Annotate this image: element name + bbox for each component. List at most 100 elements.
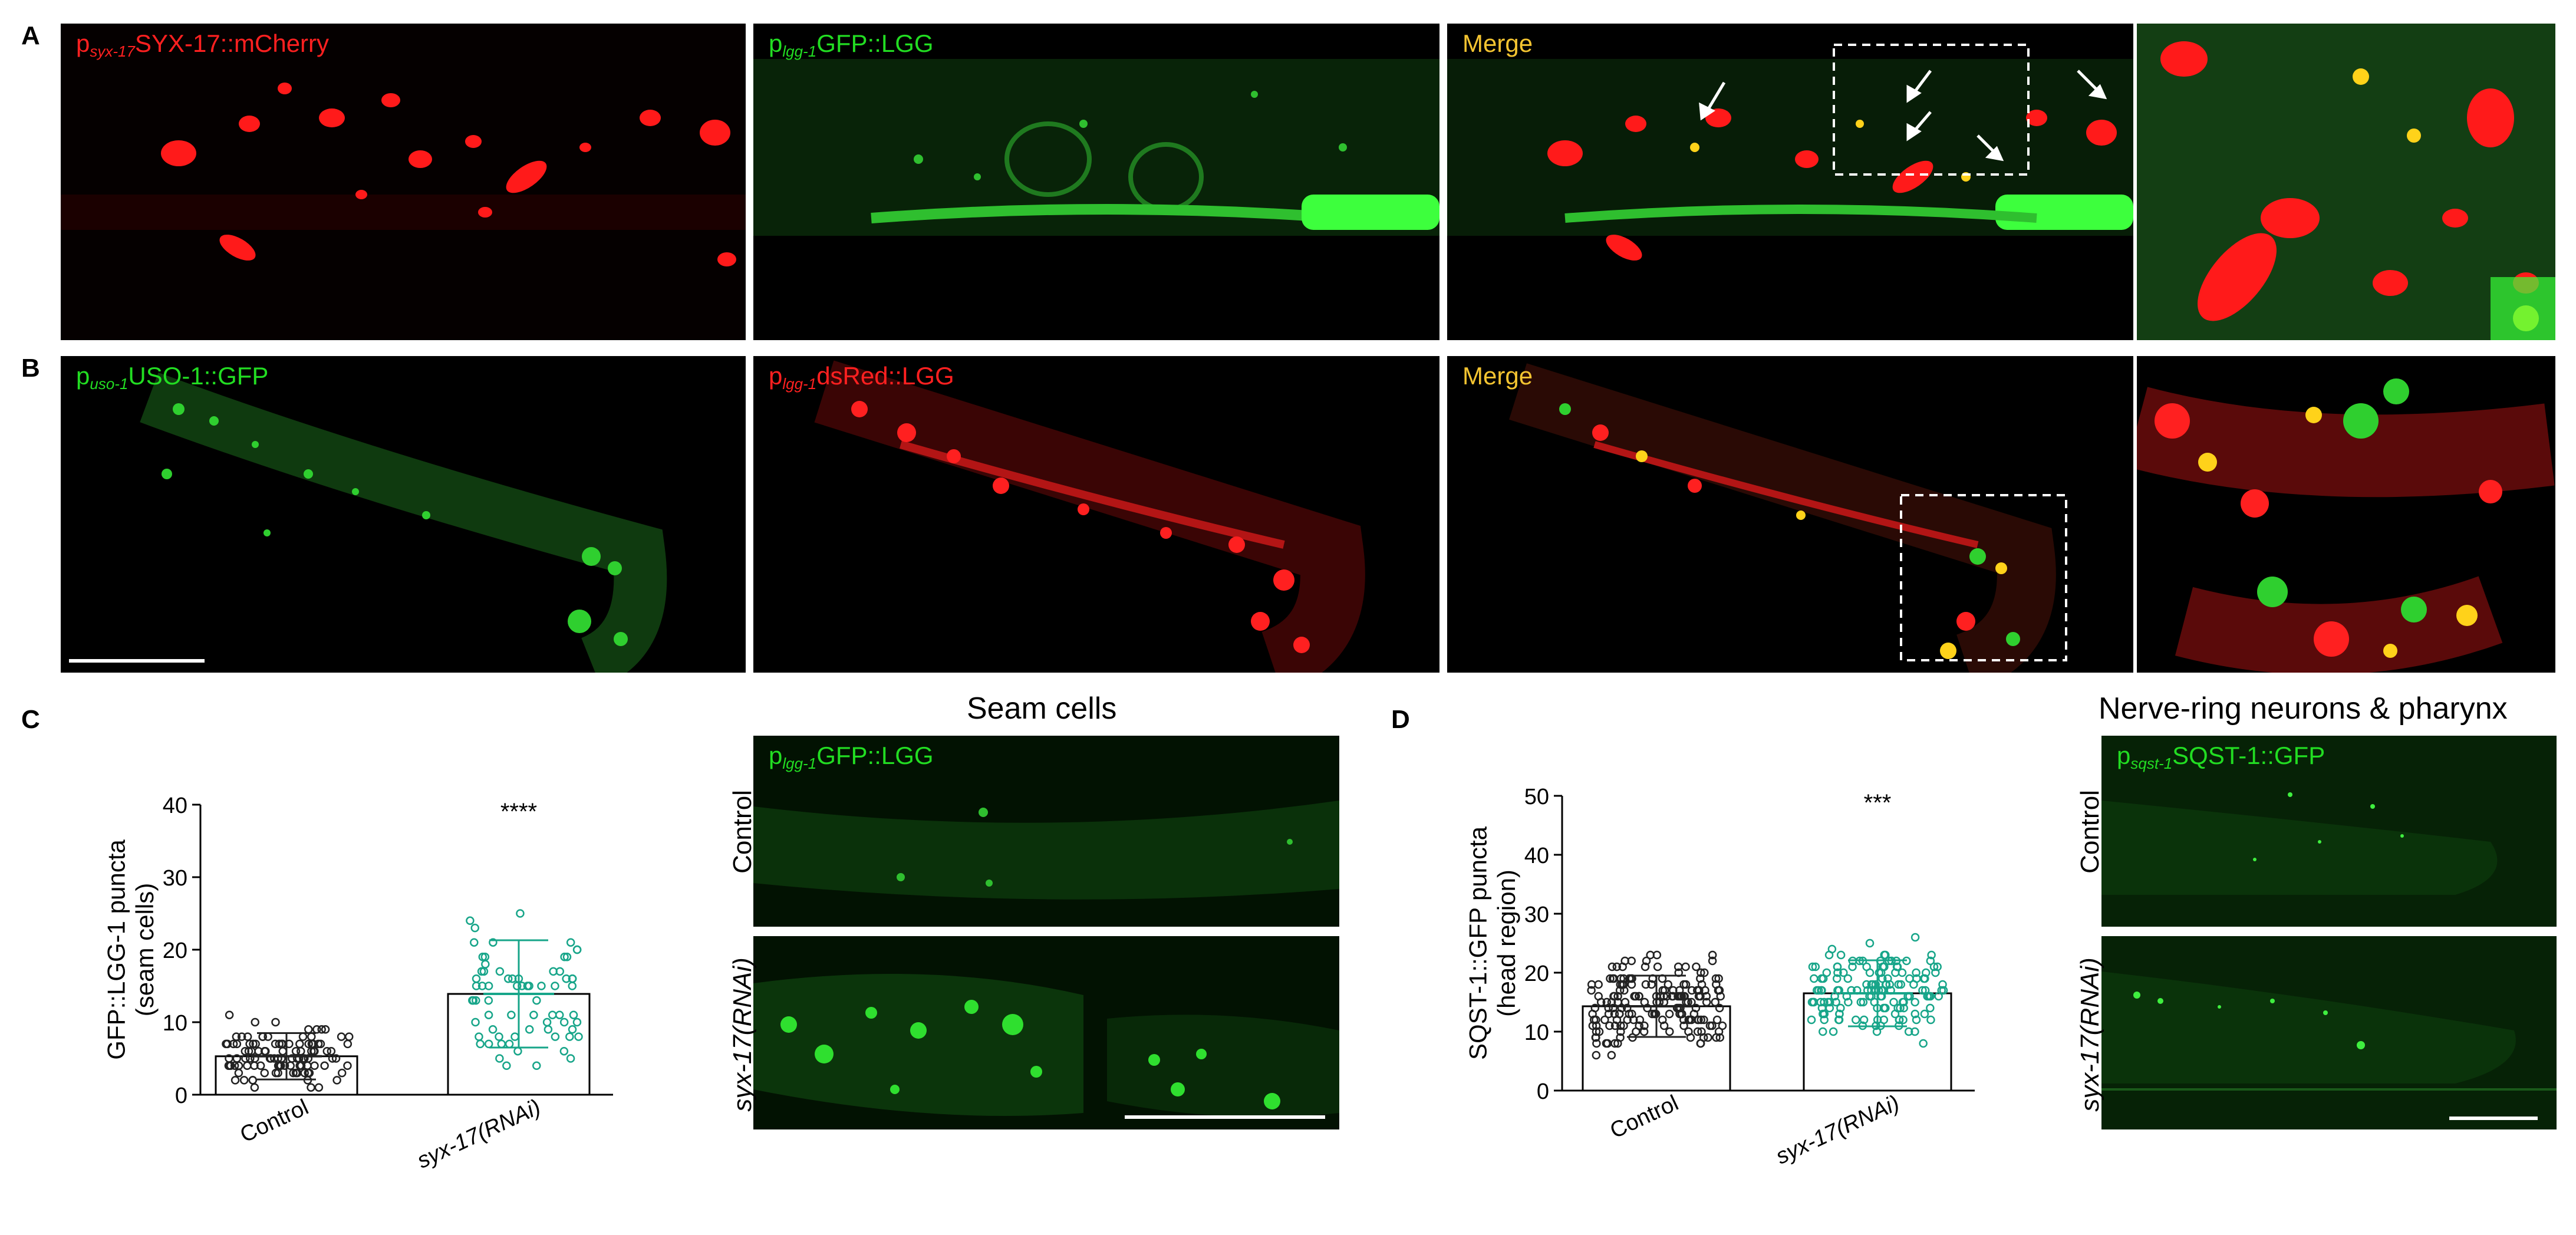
image-b-inset — [2137, 356, 2555, 673]
data-point — [1643, 1003, 1652, 1013]
data-point — [525, 1025, 534, 1034]
data-point — [256, 1061, 265, 1071]
image-b-lgg1-dsred: plgg-1dsRed::LGG — [753, 356, 1439, 673]
data-point — [1715, 1003, 1724, 1013]
data-point — [1662, 992, 1672, 1001]
data-point — [230, 1076, 240, 1085]
data-point — [1895, 1015, 1904, 1025]
data-point — [1926, 956, 1935, 966]
data-point — [261, 1046, 269, 1056]
scale-bar — [1125, 1115, 1325, 1119]
data-point — [1921, 986, 1930, 995]
data-point — [1697, 1027, 1706, 1036]
data-point — [471, 1017, 480, 1027]
data-point — [320, 1061, 329, 1071]
data-point — [266, 1054, 275, 1063]
data-point — [1712, 1033, 1721, 1042]
data-point — [466, 916, 475, 926]
micrograph-green — [2101, 936, 2557, 1129]
data-point — [1590, 1003, 1600, 1013]
data-point — [1639, 1027, 1649, 1036]
data-point — [304, 1039, 313, 1049]
data-point — [1687, 1015, 1696, 1025]
data-point — [551, 1032, 560, 1041]
data-point — [537, 982, 546, 990]
data-point — [304, 1054, 313, 1063]
data-point — [1679, 1021, 1688, 1030]
data-point — [549, 967, 558, 976]
y-tick-label: 10 — [1524, 1020, 1549, 1045]
data-point — [1938, 980, 1947, 989]
data-point — [572, 945, 582, 954]
data-point — [1843, 974, 1853, 983]
data-point — [1933, 962, 1942, 971]
image-d-control: psqst-1SQST-1::GFP — [2101, 736, 2557, 927]
data-point — [1684, 1015, 1693, 1025]
image-label: Merge — [1462, 362, 1533, 390]
y-tick-label: 0 — [1537, 1079, 1549, 1104]
data-point — [1684, 1027, 1693, 1036]
data-point — [1696, 974, 1705, 983]
data-point — [337, 1068, 347, 1078]
data-point — [1894, 980, 1903, 989]
data-point — [1918, 986, 1927, 995]
data-point — [1708, 956, 1717, 966]
data-point — [1910, 1027, 1919, 1036]
row-label-rnai: syx-17(RNAi) — [728, 957, 757, 1112]
data-point — [1647, 980, 1656, 989]
data-point — [1910, 997, 1919, 1007]
data-point — [1926, 1003, 1935, 1013]
data-point — [248, 1076, 258, 1085]
data-point — [525, 982, 533, 990]
data-point — [271, 1039, 280, 1049]
micrograph-green — [753, 24, 1439, 340]
y-tick-label: 30 — [163, 866, 187, 891]
data-point — [1635, 1021, 1643, 1030]
scale-bar — [69, 659, 205, 663]
data-point — [1606, 974, 1615, 983]
data-point — [1617, 1003, 1626, 1013]
data-point — [1592, 1033, 1600, 1042]
data-point — [1679, 992, 1688, 1001]
data-point — [1702, 997, 1711, 1007]
data-point — [1833, 986, 1842, 995]
data-point — [1612, 962, 1622, 971]
data-point — [1681, 980, 1691, 989]
data-point — [288, 1054, 297, 1063]
chart-d: 0 10 20 30 40 50 SQST-1::GFP puncta(head regio… — [1438, 778, 2004, 1220]
data-point — [568, 982, 577, 990]
micrograph-merge — [1447, 24, 2133, 340]
data-point — [291, 1046, 301, 1056]
category-label: syx-17(RNAi) — [1772, 1091, 1903, 1170]
data-point — [337, 1032, 346, 1041]
panel-letter-d: D — [1391, 705, 1410, 734]
data-point — [495, 1032, 503, 1041]
data-point — [1609, 974, 1619, 983]
data-point — [1831, 997, 1840, 1007]
data-point — [1885, 980, 1894, 989]
data-point — [1817, 986, 1826, 995]
data-point — [1835, 1009, 1844, 1019]
data-point — [480, 953, 490, 961]
data-point — [1699, 1015, 1708, 1025]
data-point — [542, 1017, 552, 1027]
panel-letter-c: C — [21, 705, 40, 734]
data-point — [1642, 956, 1651, 966]
data-point — [559, 1017, 569, 1027]
data-point — [1668, 992, 1676, 1001]
data-point — [548, 1010, 557, 1019]
data-point — [1592, 1027, 1601, 1036]
data-point — [566, 938, 575, 947]
image-b-uso1-gfp: puso-1USO-1::GFP — [61, 356, 746, 673]
micrograph-green — [61, 356, 746, 673]
data-point — [1665, 1027, 1674, 1036]
data-point — [1594, 980, 1603, 989]
data-point — [1833, 962, 1842, 971]
data-point — [274, 1061, 283, 1071]
data-point — [331, 1054, 341, 1063]
data-point — [1600, 1015, 1609, 1025]
data-point — [1910, 933, 1920, 942]
data-point — [1893, 1003, 1902, 1013]
data-point — [1859, 997, 1868, 1007]
